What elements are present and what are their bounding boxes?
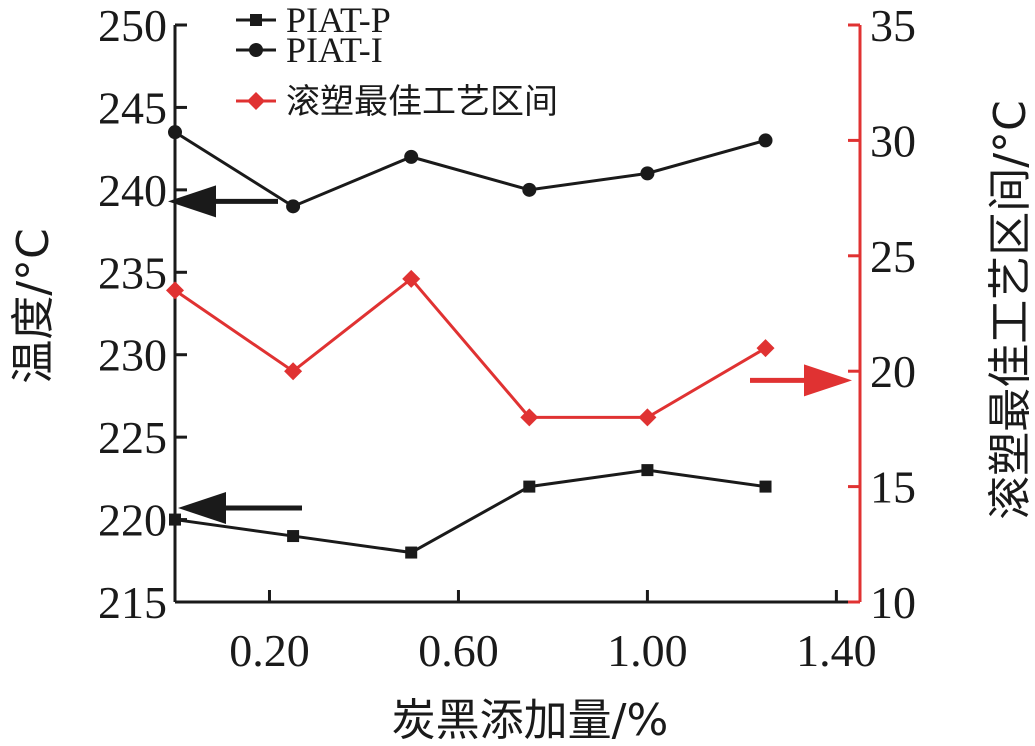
series-line-0 [174,468,766,555]
y-left-tick-label: 225 [98,412,167,463]
arrow-left-upper-head [168,185,216,218]
data-point-diamond [638,408,657,427]
x-tick-label: 0.20 [229,625,310,676]
x-tick-label: 1.40 [796,625,877,676]
series-markers-group [166,125,775,559]
y-right-tick-label: 25 [870,231,916,282]
legend-label-0: PIAT-P [286,0,391,40]
y-right-tick-label: 20 [870,346,916,397]
y-left-tick-label: 235 [98,247,167,298]
y-axis-right-title: 滚塑最佳工艺区间/°C [985,100,1035,520]
arrow-left-lower-head [178,492,226,525]
y-left-tick-label: 215 [98,577,167,628]
data-point-diamond [756,339,775,358]
y-axis-left-title: 温度/°C [8,228,59,384]
y-right-tick-label: 15 [870,462,916,513]
annotations-group [168,185,852,525]
y-left-tick-label: 250 [98,0,167,51]
data-point-square [287,530,300,543]
data-point-square [641,464,654,477]
data-point-diamond [166,281,184,300]
legend-label-1: PIAT-I [286,30,383,70]
data-point-diamond [520,408,539,427]
data-point-square [523,480,536,493]
axis-labels-group: 炭黑添加量/% 温度/°C 滚塑最佳工艺区间/°C [8,100,1035,746]
data-point-square [405,546,418,559]
data-point-circle [168,125,182,140]
data-point-circle [640,166,655,181]
y-right-tick-label: 30 [870,115,916,166]
series-line-2 [174,276,767,419]
legend-marker-diamond [247,92,265,110]
y-left-tick-label: 240 [98,165,167,216]
legend-marker-square [250,14,262,26]
legend-marker-circle [249,43,263,57]
y-left-tick-label: 245 [98,82,167,133]
y-left-tick-label: 220 [98,495,167,546]
series-lines-group [174,130,767,555]
x-axis-title: 炭黑添加量/% [392,695,669,746]
x-tick-label: 1.00 [607,625,688,676]
legend-label-2: 滚塑最佳工艺区间 [286,82,558,122]
y-right-tick-label: 35 [870,0,916,51]
data-point-diamond [284,362,303,381]
data-point-square [759,480,772,493]
x-tick-label: 0.60 [418,625,499,676]
data-point-diamond [402,269,421,288]
y-right-tick-label: 10 [870,577,916,628]
series-line-1 [174,130,766,209]
data-point-square [169,513,181,526]
data-point-circle [404,149,419,164]
arrow-right-head [804,364,852,397]
data-point-circle [286,199,301,214]
data-point-circle [522,182,537,197]
axes-group: 215 220 225 230 235 240 245 250 10 15 20 25 30 35 0.20… [98,0,916,676]
y-left-tick-label: 230 [98,330,167,381]
data-point-circle [758,133,773,148]
